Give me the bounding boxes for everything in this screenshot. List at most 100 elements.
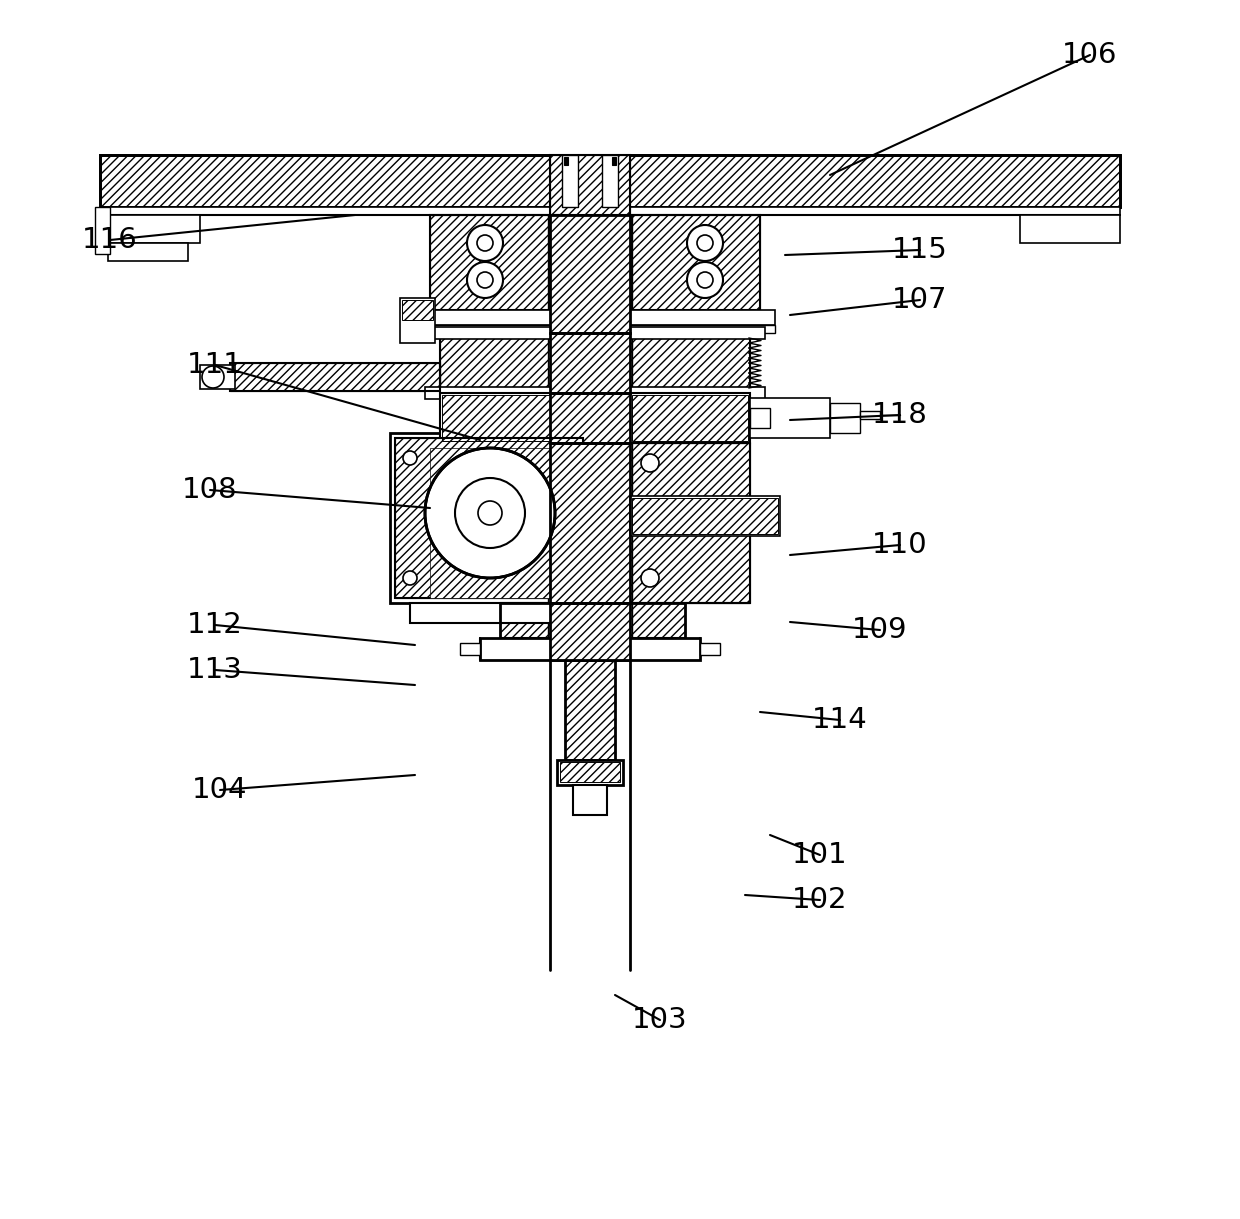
Bar [551, 393, 630, 442]
Bar [630, 215, 760, 310]
Text: 112: 112 [187, 611, 243, 639]
Bar [200, 364, 236, 389]
Bar [551, 215, 630, 333]
Circle shape [477, 272, 494, 288]
Bar [701, 642, 720, 655]
Bar [615, 310, 775, 325]
Text: 116: 116 [82, 226, 138, 254]
Bar [500, 603, 684, 638]
Bar [551, 393, 630, 442]
Bar [425, 386, 575, 399]
Text: 113: 113 [187, 656, 243, 684]
Text: 103: 103 [632, 1006, 688, 1034]
Bar [500, 603, 684, 638]
Circle shape [403, 451, 417, 464]
Text: 107: 107 [893, 286, 947, 315]
Circle shape [641, 569, 658, 588]
Bar [632, 395, 748, 441]
Bar [229, 363, 440, 391]
Bar [557, 759, 622, 785]
Bar [750, 408, 770, 428]
Text: 118: 118 [872, 401, 928, 429]
Circle shape [467, 262, 503, 297]
Text: 115: 115 [892, 236, 947, 265]
Bar [615, 386, 765, 399]
Bar [396, 438, 583, 599]
Bar [100, 155, 1120, 207]
Bar [551, 215, 630, 333]
Bar [440, 333, 560, 393]
Circle shape [697, 235, 713, 251]
Bar [440, 393, 560, 442]
Text: 106: 106 [1063, 41, 1117, 69]
Bar [551, 442, 630, 603]
Bar [630, 442, 750, 603]
Bar [460, 642, 480, 655]
Circle shape [403, 570, 417, 585]
Bar [95, 207, 110, 254]
Bar [551, 333, 630, 393]
Text: 114: 114 [812, 706, 868, 734]
Bar [410, 603, 570, 623]
Bar [565, 659, 615, 759]
Circle shape [455, 478, 525, 549]
Bar [401, 297, 435, 343]
Bar [750, 397, 830, 438]
Bar [564, 157, 568, 165]
Bar [551, 442, 630, 603]
Circle shape [697, 272, 713, 288]
Text: 110: 110 [872, 531, 928, 560]
Circle shape [641, 453, 658, 472]
Bar [615, 327, 765, 339]
Bar [430, 215, 560, 310]
Bar [861, 411, 880, 419]
Bar [615, 325, 775, 333]
Circle shape [477, 501, 502, 525]
Bar [415, 310, 575, 325]
Text: 109: 109 [852, 616, 908, 644]
Circle shape [687, 262, 723, 297]
Bar [632, 499, 777, 534]
Bar [440, 333, 560, 393]
Circle shape [477, 235, 494, 251]
Bar [630, 333, 750, 393]
Text: 104: 104 [192, 777, 248, 805]
Bar [430, 449, 551, 599]
Bar [560, 762, 620, 783]
Bar [100, 155, 1120, 207]
Bar [565, 659, 615, 759]
Text: 108: 108 [182, 475, 238, 503]
Bar [480, 638, 701, 659]
Bar [551, 155, 630, 215]
Bar [573, 785, 608, 816]
Bar [630, 393, 750, 442]
Bar [562, 155, 578, 207]
Bar [630, 333, 750, 393]
Circle shape [425, 449, 556, 578]
Text: 101: 101 [792, 841, 848, 869]
Bar [630, 496, 780, 536]
Bar [441, 395, 558, 441]
Bar [100, 215, 200, 243]
Text: 102: 102 [792, 886, 848, 914]
Bar [551, 603, 630, 659]
Circle shape [467, 226, 503, 261]
Bar [830, 403, 861, 433]
Bar [630, 442, 750, 603]
Bar [551, 333, 630, 393]
Text: 111: 111 [187, 351, 243, 379]
Bar [430, 215, 560, 310]
Bar [630, 215, 760, 310]
Bar [551, 155, 630, 215]
Bar [100, 207, 1120, 215]
Bar [425, 327, 575, 339]
Bar [601, 155, 618, 207]
Bar [402, 300, 433, 321]
Bar [229, 363, 440, 391]
Bar [396, 438, 583, 599]
Circle shape [202, 366, 224, 388]
Bar [391, 433, 590, 603]
Bar [613, 157, 616, 165]
Bar [551, 603, 630, 659]
Bar [415, 325, 575, 333]
